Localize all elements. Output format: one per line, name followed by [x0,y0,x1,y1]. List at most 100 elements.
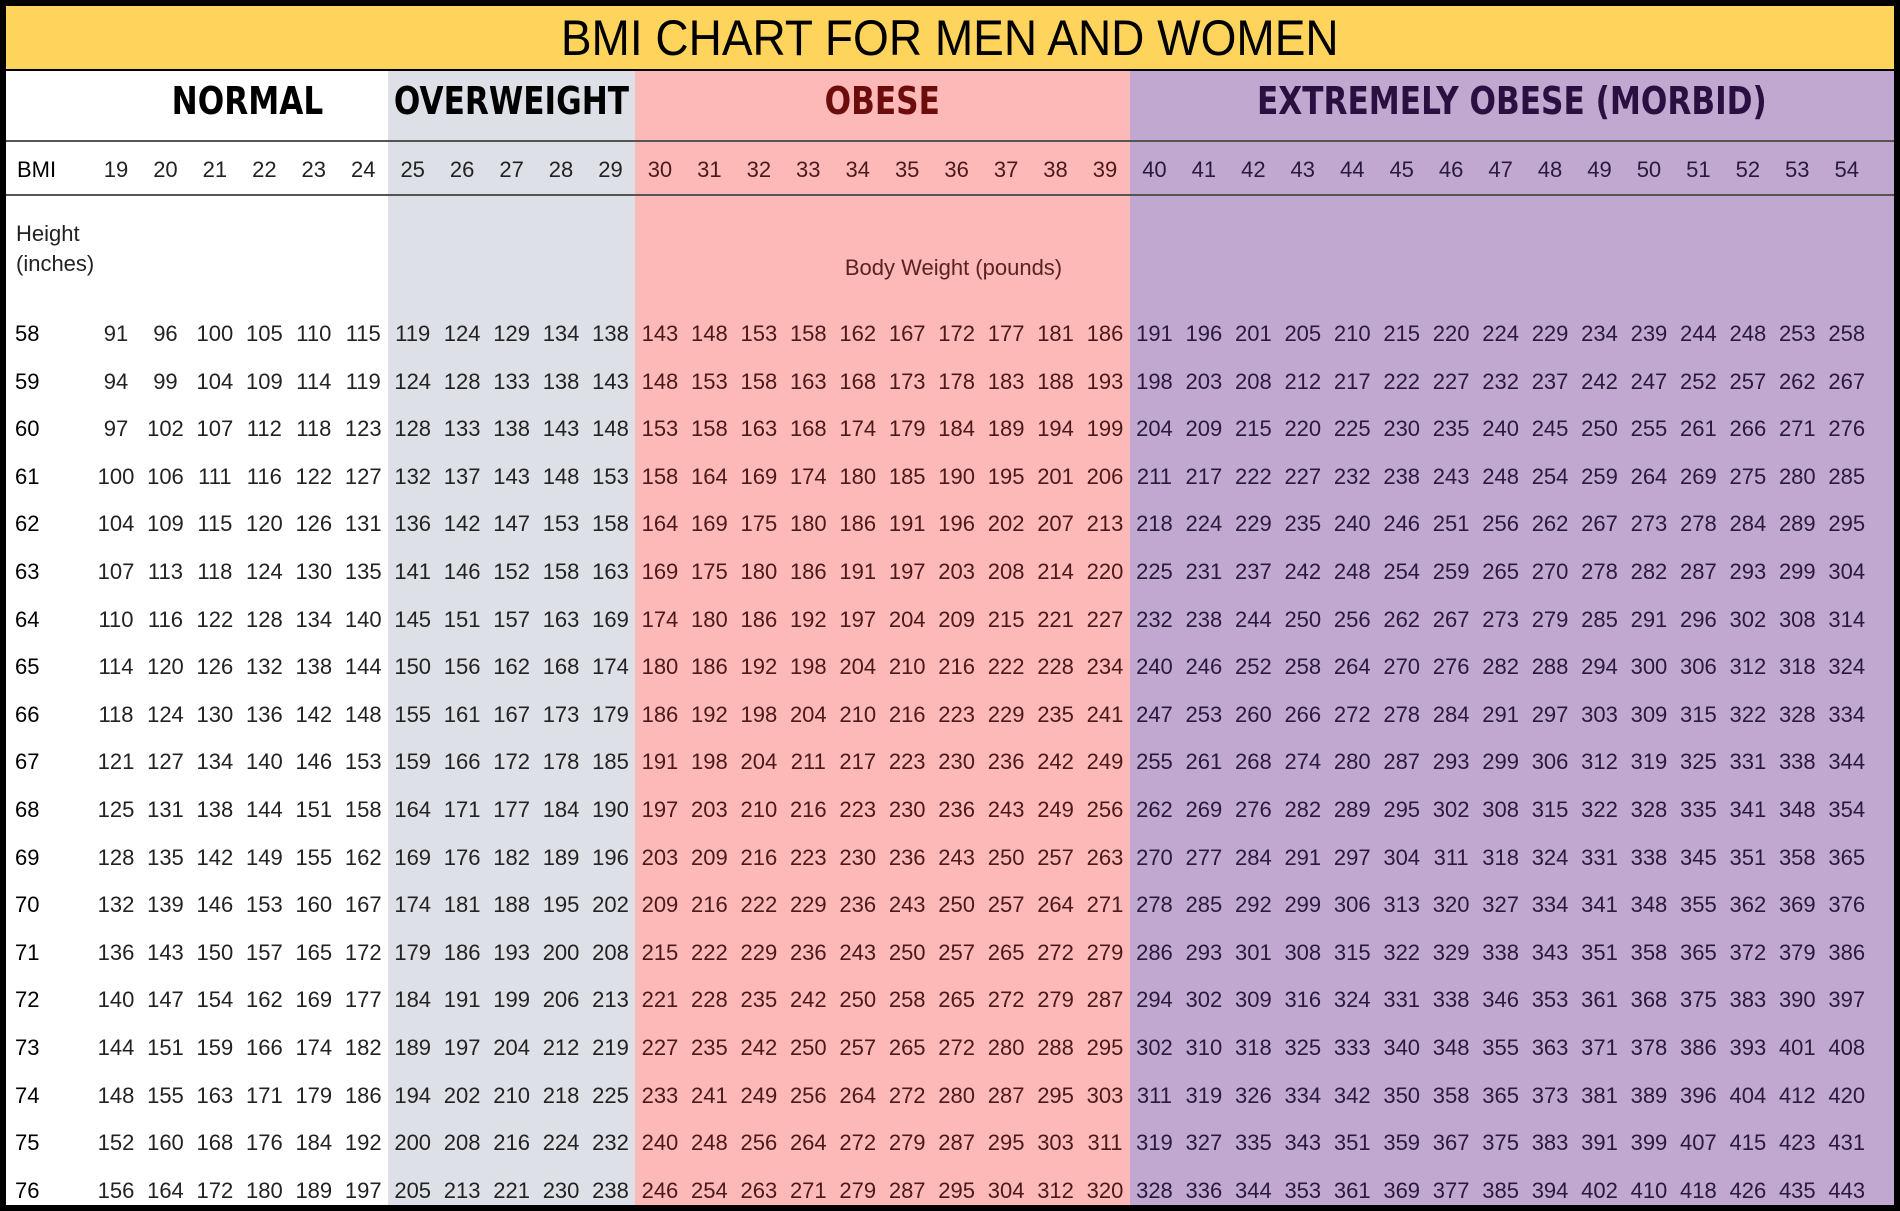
category-band-3 [1130,71,1894,1205]
weight-cell: 151 [443,606,481,632]
weight-cell: 186 [344,1082,382,1108]
weight-cell: 134 [542,321,580,346]
weight-cell: 282 [1630,559,1668,584]
weight-cell: 282 [1284,797,1322,822]
weight-cell: 253 [1185,701,1223,727]
weight-cell: 264 [789,1130,827,1156]
weight-cell: 266 [1729,416,1767,442]
weight-cell: 324 [1828,654,1866,680]
weight-cell: 308 [1482,797,1519,822]
weight-cell: 202 [443,1082,481,1108]
weight-cell: 206 [1086,463,1124,489]
weight-cell: 287 [1086,987,1124,1013]
bmi-header-26: 26 [449,157,475,182]
weight-cell: 210 [493,1082,530,1108]
weight-cell: 165 [295,939,333,965]
weight-cell: 136 [97,939,135,965]
weight-cell: 193 [493,939,530,965]
weight-cell: 264 [1630,463,1668,489]
category-label-3: EXTREMELY OBESE (MORBID) [1257,79,1767,123]
weight-cell: 111 [198,463,232,489]
weight-cell: 249 [1086,749,1124,775]
weight-cell: 168 [839,368,877,394]
weight-cell: 322 [1729,701,1767,727]
weight-cell: 314 [1828,606,1866,632]
weight-cell: 327 [1482,892,1519,918]
weight-cell: 236 [839,892,877,918]
weight-cell: 197 [641,797,679,822]
weight-cell: 210 [1333,321,1371,346]
weight-cell: 276 [1234,797,1272,822]
weight-cell: 158 [641,463,679,489]
weight-cell: 273 [1482,606,1519,632]
weight-cell: 144 [245,797,283,822]
weight-cell: 128 [394,416,432,442]
weight-cell: 116 [246,463,282,489]
weight-cell: 208 [987,559,1025,584]
weight-cell: 222 [1234,463,1272,489]
weight-cell: 168 [542,654,580,680]
weight-cell: 164 [691,463,728,489]
weight-cell: 302 [1729,606,1767,632]
weight-cell: 171 [245,1082,283,1108]
weight-cell: 222 [691,939,728,965]
weight-cell: 138 [542,368,580,394]
weight-cell: 293 [1729,559,1767,584]
weight-cell: 167 [493,701,530,727]
weight-cell: 278 [1581,559,1618,584]
weight-cell: 354 [1828,797,1866,822]
weight-cell: 162 [493,654,530,680]
weight-cell: 240 [1333,511,1371,537]
weight-cell: 227 [1086,606,1124,632]
weight-cell: 348 [1432,1035,1470,1060]
weight-cell: 342 [1333,1082,1371,1108]
weight-cell: 144 [344,654,382,680]
weight-cell: 162 [839,321,877,346]
weight-cell: 257 [938,939,975,965]
weight-cell: 154 [196,987,234,1013]
weight-cell: 261 [1185,749,1223,775]
weight-cell: 263 [1086,844,1124,870]
weight-cell: 299 [1778,559,1816,584]
weight-cell: 122 [196,606,234,632]
weight-cell: 136 [245,701,283,727]
weight-cell: 304 [987,1177,1025,1203]
bmi-header-label: BMI [17,157,57,182]
weight-cell: 312 [1037,1177,1074,1203]
weight-cell: 232 [1482,368,1519,394]
weight-cell: 159 [394,749,432,775]
weight-cell: 287 [1383,749,1421,775]
height-row-label: 69 [15,844,40,870]
weight-cell: 104 [196,368,234,394]
weight-cell: 383 [1729,987,1767,1013]
weight-cell: 156 [443,654,481,680]
weight-cell: 112 [246,416,282,442]
weight-cell: 144 [97,1035,135,1060]
weight-cell: 271 [789,1177,827,1203]
weight-cell: 183 [987,368,1025,394]
weight-cell: 266 [1284,701,1322,727]
weight-cell: 306 [1333,892,1371,918]
weight-cell: 107 [97,559,135,584]
weight-cell: 158 [344,797,382,822]
weight-cell: 334 [1284,1082,1322,1108]
weight-cell: 348 [1630,892,1668,918]
weight-cell: 186 [789,559,827,584]
weight-cell: 143 [641,321,679,346]
weight-cell: 280 [987,1035,1025,1060]
weight-cell: 174 [839,416,877,442]
weight-cell: 253 [1778,321,1816,346]
weight-cell: 287 [987,1082,1025,1108]
weight-cell: 137 [443,463,481,489]
weight-cell: 209 [641,892,679,918]
weight-cell: 203 [938,559,975,584]
weight-cell: 242 [1284,559,1322,584]
weight-cell: 192 [789,606,827,632]
weight-cell: 130 [295,559,333,584]
weight-cell: 225 [1333,416,1371,442]
weight-cell: 221 [1037,606,1074,632]
weight-cell: 216 [888,701,926,727]
weight-cell: 132 [97,892,135,918]
weight-cell: 247 [1630,368,1668,394]
weight-cell: 408 [1828,1035,1866,1060]
